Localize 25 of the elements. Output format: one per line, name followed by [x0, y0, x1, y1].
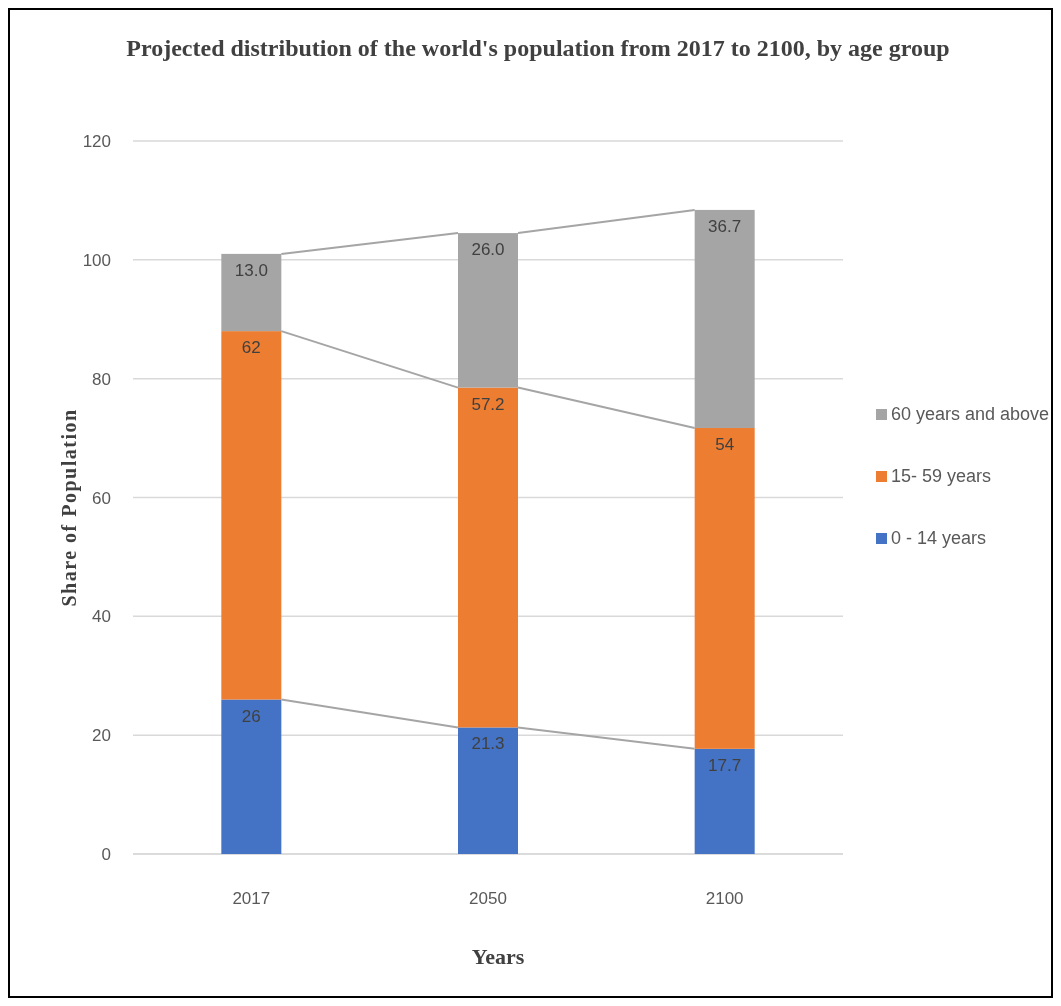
- x-tick-label: 2050: [469, 889, 507, 908]
- data-label: 26: [241, 706, 261, 726]
- y-tick-label: 0: [101, 845, 111, 864]
- chart-title: Projected distribution of the world's population from 2017 to 2100, by age group: [126, 35, 950, 61]
- x-tick-label: 2100: [705, 889, 744, 908]
- y-tick-label: 80: [92, 369, 111, 389]
- y-tick-label: 40: [92, 607, 111, 627]
- legend-label: 0 - 14 years: [891, 528, 987, 548]
- y-tick-label: 60: [92, 488, 111, 508]
- x-tick-label: 2017: [232, 889, 271, 908]
- legend-label: 60 years and above: [891, 404, 1050, 424]
- legend-label: 15- 59 years: [891, 466, 992, 486]
- data-label: 62: [241, 338, 261, 358]
- data-label: 17.7: [708, 755, 742, 775]
- data-label: 26.0: [471, 240, 505, 260]
- data-label: 13.0: [234, 260, 268, 280]
- y-axis-title: Share of Population: [58, 408, 81, 607]
- y-tick-label: 20: [92, 726, 111, 746]
- y-tick-label: 120: [82, 132, 111, 151]
- data-label: 21.3: [471, 734, 505, 754]
- y-tick-label: 100: [82, 250, 111, 270]
- data-label: 54: [715, 434, 735, 454]
- data-label: 57.2: [471, 394, 505, 414]
- x-axis-title: Years: [471, 944, 525, 969]
- data-label: 36.7: [708, 216, 742, 236]
